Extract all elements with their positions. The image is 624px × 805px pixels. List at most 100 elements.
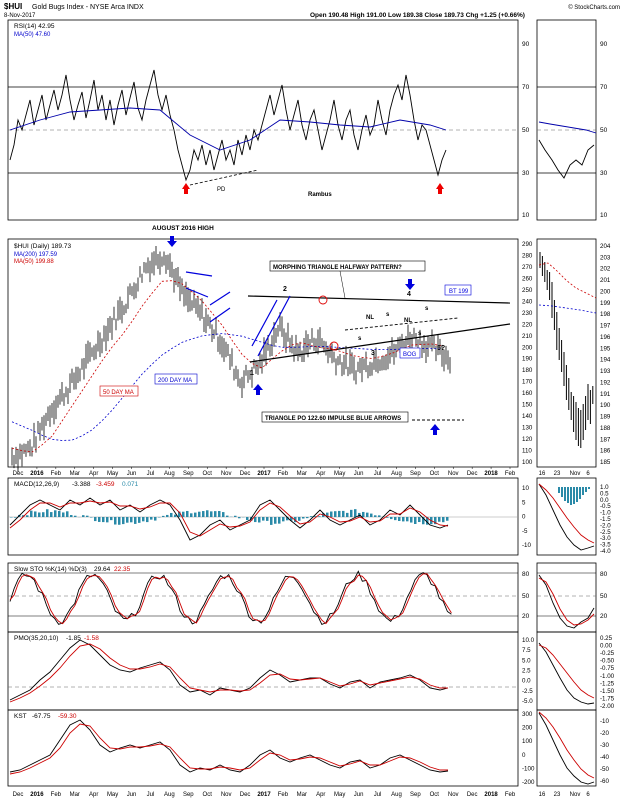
pmo-inset-tick-2: -0.25: [600, 650, 615, 657]
x-label-11: Nov: [221, 471, 232, 477]
price-inset-tick-4: 200: [600, 288, 611, 295]
pmo-tick-5: -2.5: [522, 688, 533, 695]
macd-label: MACD(12,26,9): [14, 481, 59, 488]
macd-v1: -3.388: [72, 481, 91, 488]
rsi-red-arrow-1: [182, 183, 190, 194]
s-4: s: [418, 331, 422, 337]
macd-hist-bar: [442, 517, 445, 522]
pmo-inset-tick-9: -2.00: [600, 703, 615, 710]
x-label-bottom-22: Oct: [430, 792, 440, 798]
macd-v3: 0.071: [122, 481, 139, 488]
macd-hist-bar: [94, 517, 97, 521]
sto-tick-20: 20: [522, 613, 530, 620]
macd-hist-bar: [238, 517, 241, 518]
kst-inset-tick-5: -60: [600, 778, 610, 785]
macd-hist-bar: [226, 516, 229, 517]
pmo-inset-tick-1: 0.00: [600, 643, 613, 650]
pmo-inset-tick-6: -1.25: [600, 680, 615, 687]
point-3: 3: [371, 350, 375, 357]
pmo-inset-ticks: 0.250.00-0.25-0.50-0.75-1.00-1.25-1.50-1…: [600, 635, 615, 710]
macd-hist-bar: [130, 517, 133, 522]
macd-hist-bar: [350, 510, 353, 517]
macd-hist-bar: [370, 514, 373, 517]
kst-inset-tick-0: -10: [600, 718, 610, 725]
nl-2: NL: [404, 318, 412, 324]
pmo-panel: PMO(35,20,10) -1.85 -1.58 10.07.55.02.50…: [8, 635, 615, 710]
rsi-inset-ma: [539, 122, 596, 133]
macd-hist-bar: [82, 515, 85, 517]
panel-frames: [8, 20, 596, 786]
pmo-inset-tick-3: -0.50: [600, 658, 615, 665]
macd-inset-hist: [558, 487, 590, 505]
macd-hist-bar: [218, 511, 221, 517]
x-label-bottom-3: Mar: [70, 792, 80, 798]
price-inset-tick-12: 192: [600, 379, 611, 386]
price-tick-5: 240: [522, 298, 533, 305]
x-label-bottom-4: Apr: [89, 792, 98, 798]
pmo-inset-tick-0: 0.25: [600, 635, 613, 642]
price-inset-tick-19: 185: [600, 459, 611, 466]
sto-inset-tick-80: 80: [600, 571, 608, 578]
red-circle-top: [319, 296, 327, 304]
macd-hist-bar: [366, 513, 369, 517]
macd-hist-bar: [282, 517, 285, 521]
neckline: [345, 318, 458, 330]
price-tick-1: 280: [522, 252, 533, 259]
macd-hist-bar: [26, 515, 29, 517]
kst-v2: -59.30: [58, 713, 77, 720]
price-inset-bars: [540, 252, 593, 448]
macd-hist-bar: [62, 512, 65, 517]
x-label-bottom-17: May: [334, 792, 345, 798]
price-tick-8: 210: [522, 333, 533, 340]
macd-tick-3: -5: [522, 528, 528, 535]
macd-hist-bar: [414, 517, 417, 524]
rsi-inset-frame: [537, 20, 596, 220]
pmo-inset-line: [539, 643, 594, 704]
inset-x-label-3: 6: [586, 471, 590, 477]
macd-hist-bar: [210, 511, 213, 517]
macd-hist-bar: [394, 517, 397, 520]
macd-hist-bar: [406, 517, 409, 521]
macd-hist-bar: [54, 510, 57, 517]
macd-hist-bar: [58, 511, 61, 517]
price-tick-0: 290: [522, 241, 533, 248]
macd-inset-ticks: 1.00.50.0-0.5-1.0-1.5-2.0-2.5-3.0-3.5-4.…: [600, 484, 611, 555]
header-watermark: © StockCharts.com: [568, 4, 620, 11]
macd-hist-bar: [170, 513, 173, 517]
macd-tick-4: -10: [522, 542, 532, 549]
x-label-2: Feb: [51, 471, 62, 477]
macd-hist-bar: [42, 512, 45, 517]
aug-high-blue-arrow: [167, 236, 177, 247]
price-inset-tick-16: 188: [600, 425, 611, 432]
macd-hist-bar: [142, 517, 145, 521]
x-label-bottom-8: Aug: [164, 792, 175, 798]
rsi-pd-label: PD: [217, 187, 226, 193]
macd-v2: -3.459: [96, 481, 115, 488]
x-label-18: Jun: [354, 471, 364, 477]
x-label-12: Dec: [240, 471, 251, 477]
macd-hist-bar: [106, 517, 109, 522]
price-inset-tick-2: 202: [600, 266, 611, 273]
x-label-bottom-9: Sep: [183, 792, 194, 798]
macd-hist-bar: [174, 515, 177, 517]
macd-tick-1: 5: [522, 499, 526, 506]
macd-hist-bar: [214, 511, 217, 517]
macd-hist-bar: [74, 516, 77, 517]
sto-frame: [8, 563, 518, 632]
macd-hist-bar: [338, 511, 341, 517]
kst-tick-5: -200: [522, 779, 535, 786]
pmo-frame: [8, 632, 518, 710]
macd-hist-bar: [122, 517, 125, 524]
price-ma200-label: MA(200) 197.59: [14, 252, 58, 258]
inset-ma200: [539, 305, 596, 313]
x-label-24: Dec: [467, 471, 478, 477]
ma200-line: [12, 334, 442, 441]
pmo-label: PMO(35,20,10): [14, 635, 58, 642]
pmo-line: [10, 640, 448, 700]
inset-x-bottom-1: 23: [554, 792, 561, 798]
macd-hist-bar: [446, 517, 449, 521]
x-axis: DecDec20162016FebFebMarMarAprAprMayMayJu…: [13, 467, 591, 798]
price-inset-tick-13: 191: [600, 391, 611, 398]
